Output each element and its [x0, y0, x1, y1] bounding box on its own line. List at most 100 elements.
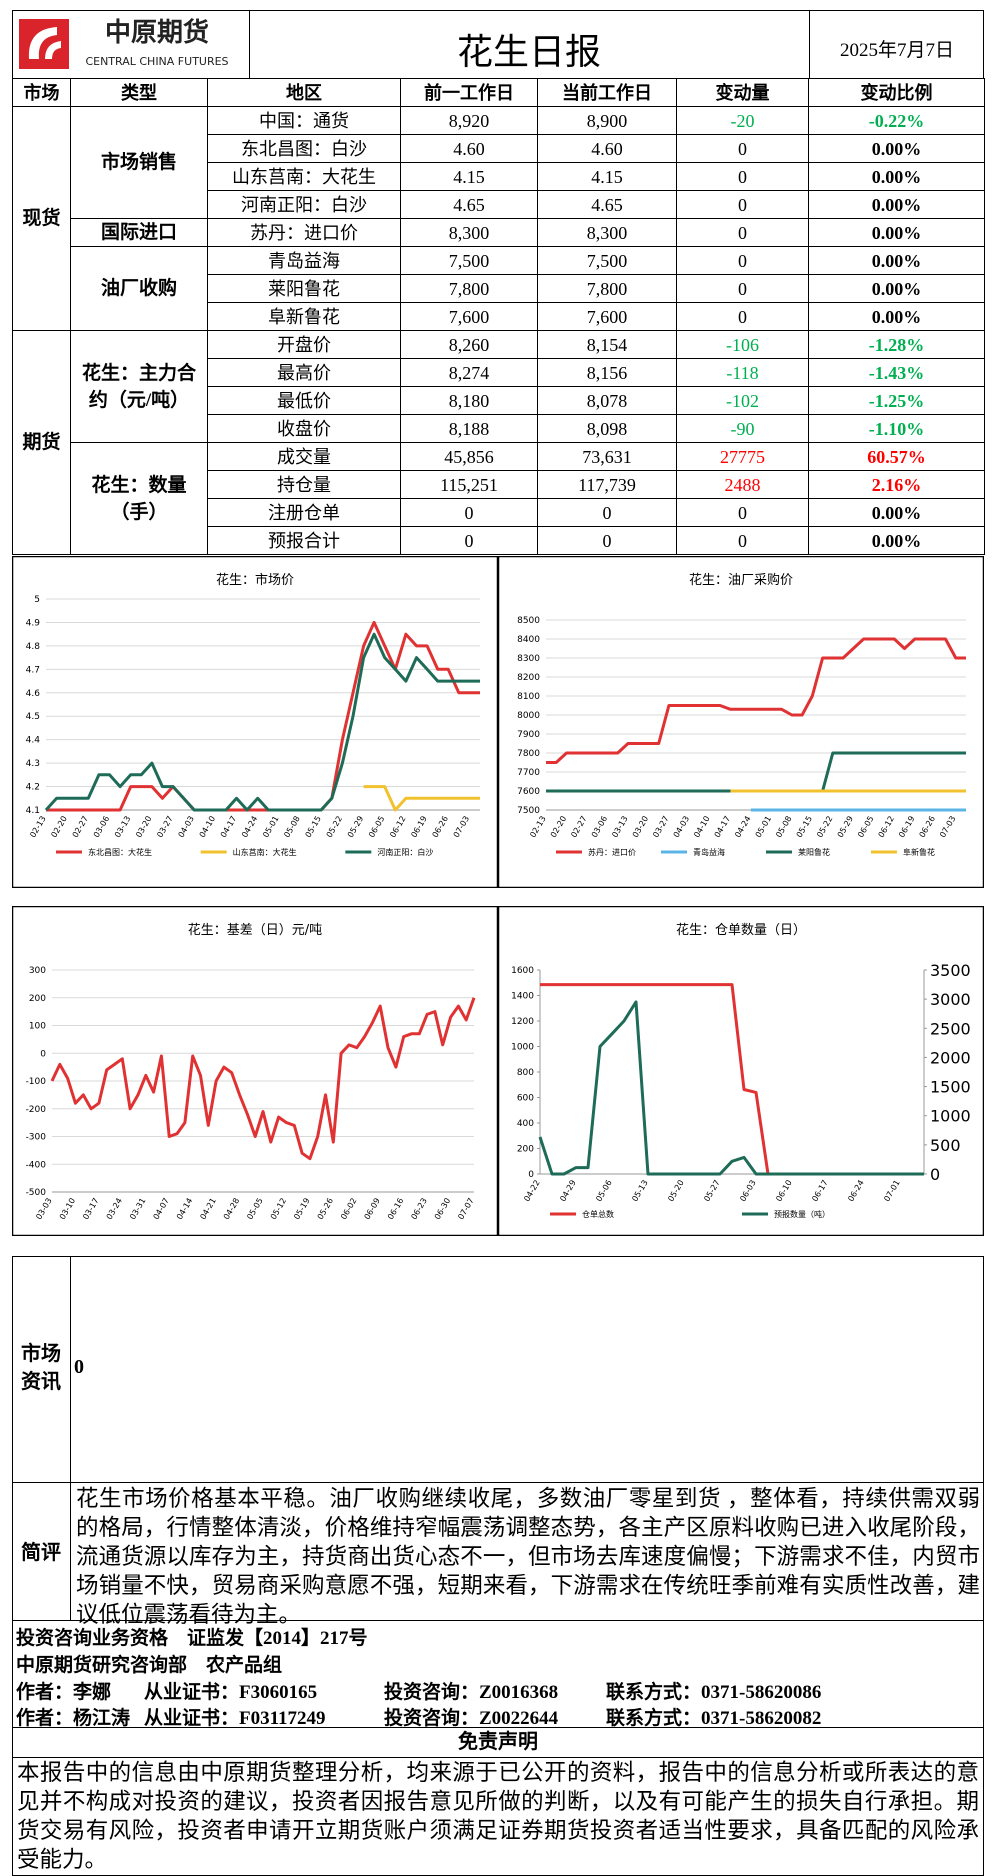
pct-cell: 0.00% — [808, 526, 985, 555]
type-cell: 油厂收购 — [70, 246, 208, 331]
pct-cell: 0.00% — [808, 498, 985, 527]
change-cell: 0 — [676, 274, 809, 303]
pct-cell: 2.16% — [808, 470, 985, 499]
y2-tick-label: 500 — [930, 1136, 961, 1155]
column-header: 变动比例 — [808, 78, 985, 107]
region-cell: 青岛益海 — [207, 246, 401, 275]
legend-label: 山东莒南：大花生 — [233, 847, 297, 857]
logo-text: 中原期货 — [105, 17, 209, 48]
cur-cell: 8,098 — [537, 414, 677, 443]
change-cell: 0 — [676, 218, 809, 247]
y2-tick-label: 2000 — [930, 1048, 971, 1067]
legend-label: 仓单总数 — [582, 1209, 614, 1219]
cur-cell: 73,631 — [537, 442, 677, 471]
chart-title: 花生：市场价 — [216, 572, 294, 588]
column-header: 地区 — [207, 78, 401, 107]
data-row: 东北昌图：白沙 4.60 4.60 0 0.00% — [13, 134, 985, 163]
change-cell: 0 — [676, 134, 809, 163]
chart-title: 花生：油厂采购价 — [689, 572, 793, 588]
y-tick-label: 4.8 — [26, 642, 41, 652]
y-tick-label: 200 — [29, 994, 46, 1004]
region-cell: 山东莒南：大花生 — [207, 162, 401, 191]
author-field: 投资咨询：Z0016368 — [384, 1682, 559, 1703]
prev-cell: 115,251 — [400, 470, 538, 499]
y2-tick-label: 2500 — [930, 1019, 971, 1038]
region-cell: 阜新鲁花 — [207, 302, 401, 331]
divider — [249, 11, 250, 79]
disclaimer-text: 本报告中的信息由中原期货整理分析，均来源于已公开的资料，报告中的信息分析或所表达… — [12, 1758, 984, 1876]
region-cell: 苏丹：进口价 — [207, 218, 401, 247]
data-row: 持仓量 115,251 117,739 2488 2.16% — [13, 470, 985, 499]
region-cell: 注册仓单 — [207, 498, 401, 527]
legend-label: 阜新鲁花 — [903, 847, 935, 857]
y-tick-label: 4.9 — [26, 618, 41, 628]
disclaimer-title: 免责声明 — [12, 1728, 984, 1758]
y-tick-label: 5 — [34, 595, 40, 605]
data-row: 预报合计 0 0 0 0.00% — [13, 526, 985, 555]
y-tick-label: 400 — [517, 1119, 534, 1129]
data-table: 市场 类型 地区 前一工作日 当前工作日 变动量 变动比例 现货 市场销售 中国：通货 8,920 8… — [12, 78, 985, 555]
y-tick-label: 4.6 — [26, 689, 41, 699]
y-tick-label: -300 — [26, 1133, 47, 1143]
legend-label: 预报数量（吨） — [774, 1209, 830, 1219]
pct-cell: 0.00% — [808, 190, 985, 219]
y-tick-label: -500 — [26, 1188, 47, 1198]
author-field: 投资咨询：Z0022644 — [384, 1708, 559, 1729]
chart: 花生：基差（日）元/吨 -500 -400 -300 -200 -100 0 100 200 30… — [12, 906, 498, 1236]
y-tick-label: -400 — [26, 1160, 47, 1170]
region-cell: 预报合计 — [207, 526, 401, 555]
qualification: 投资咨询业务资格 证监发【2014】217号 — [16, 1628, 368, 1649]
prev-cell: 8,188 — [400, 414, 538, 443]
y-tick-label: 0 — [40, 1049, 46, 1059]
author-field: 联系方式：0371-58620086 — [606, 1682, 822, 1703]
legend-label: 青岛益海 — [693, 847, 725, 857]
data-row: 最低价 8,180 8,078 -102 -1.25% — [13, 386, 985, 415]
chart-frame — [12, 556, 498, 888]
y2-tick-label: 1000 — [930, 1107, 971, 1126]
y-tick-label: 200 — [517, 1145, 534, 1155]
prev-cell: 8,920 — [400, 106, 538, 135]
pct-cell: 0.00% — [808, 302, 985, 331]
y-tick-label: 4.4 — [26, 736, 41, 746]
legend-label: 苏丹：进口价 — [588, 847, 636, 857]
prev-cell: 45,856 — [400, 442, 538, 471]
series-line — [546, 637, 966, 764]
pct-cell: -1.25% — [808, 386, 985, 415]
market-cell: 现货 — [12, 106, 71, 331]
y-tick-label: 800 — [517, 1068, 534, 1078]
region-cell: 最低价 — [207, 386, 401, 415]
series-line — [538, 1000, 924, 1176]
author-field: 从业证书：F03117249 — [144, 1708, 326, 1729]
region-cell: 收盘价 — [207, 414, 401, 443]
y-tick-label: 0 — [528, 1170, 534, 1180]
column-header: 前一工作日 — [400, 78, 538, 107]
cur-cell: 8,900 — [537, 106, 677, 135]
change-cell: 0 — [676, 302, 809, 331]
region-cell: 东北昌图：白沙 — [207, 134, 401, 163]
y2-tick-label: 1500 — [930, 1078, 971, 1097]
type-cell: 花生：数量（手） — [70, 442, 208, 555]
prev-cell: 0 — [400, 526, 538, 555]
data-row: 莱阳鲁花 7,800 7,800 0 0.00% — [13, 274, 985, 303]
chart-title: 花生：仓单数量（日） — [676, 922, 806, 938]
logo-en: CENTRAL CHINA FUTURES — [85, 55, 228, 68]
y-tick-label: 4.7 — [26, 665, 40, 675]
pct-cell: -1.43% — [808, 358, 985, 387]
change-cell: -20 — [676, 106, 809, 135]
pct-cell: 0.00% — [808, 218, 985, 247]
comment-section — [12, 1482, 984, 1621]
y-tick-label: -200 — [26, 1105, 47, 1115]
region-cell: 开盘价 — [207, 330, 401, 359]
y-tick-label: 4.1 — [26, 806, 40, 816]
y-tick-label: 8300 — [517, 654, 540, 664]
y2-tick-label: 0 — [930, 1165, 940, 1184]
region-cell: 河南正阳：白沙 — [207, 190, 401, 219]
divider — [809, 11, 810, 79]
comment-text: 花生市场价格基本平稳。油厂收购继续收尾，多数油厂零星到货 ，整体看，持续供需双弱… — [76, 1486, 980, 1627]
type-cell: 国际进口 — [70, 218, 208, 247]
info-label: 市场资讯 — [21, 1343, 61, 1393]
prev-cell: 4.15 — [400, 162, 538, 191]
market-cell: 期货 — [12, 330, 71, 555]
y-tick-label: 4.2 — [26, 783, 40, 793]
